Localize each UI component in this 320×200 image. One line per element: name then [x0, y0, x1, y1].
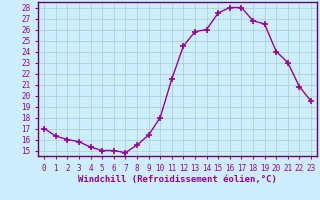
X-axis label: Windchill (Refroidissement éolien,°C): Windchill (Refroidissement éolien,°C)	[78, 175, 277, 184]
